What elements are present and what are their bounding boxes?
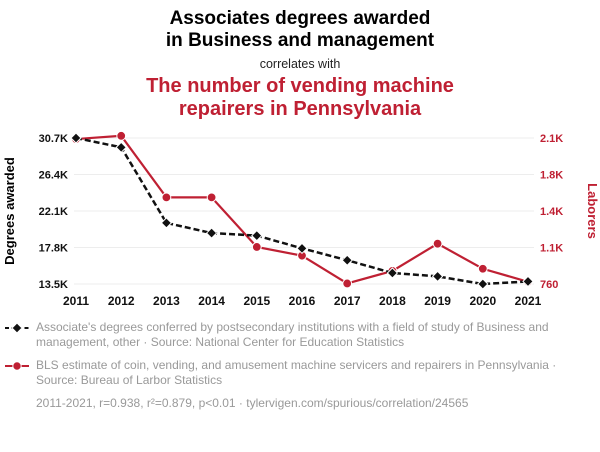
svg-text:2020: 2020 [469,294,496,308]
svg-text:2021: 2021 [515,294,542,308]
legend-item-laborers: BLS estimate of coin, vending, and amuse… [5,358,586,388]
legend-item-degrees: Associate's degrees conferred by postsec… [5,320,586,350]
svg-text:1.8K: 1.8K [540,170,563,182]
svg-text:Laborers: Laborers [585,183,600,239]
correlates-with-label: correlates with [259,56,341,71]
svg-text:2013: 2013 [153,294,180,308]
svg-text:2015: 2015 [243,294,270,308]
red-circle-line-icon [5,361,29,371]
black-diamond-dashed-line-icon [5,322,29,334]
svg-text:17.8K: 17.8K [39,243,68,255]
svg-text:760: 760 [540,279,558,291]
svg-text:30.7K: 30.7K [39,133,68,145]
svg-text:2012: 2012 [108,294,135,308]
svg-text:2019: 2019 [424,294,451,308]
chart-svg: 13.5K 760 17.8K 1.1K 22.1K 1.4K 26.4K 1.8K 30.7K… [2,130,600,308]
svg-text:2011: 2011 [63,294,89,308]
svg-text:1.4K: 1.4K [540,206,563,218]
legend: Associate's degrees conferred by postsec… [0,320,600,388]
chart-area: 13.5K 760 17.8K 1.1K 22.1K 1.4K 26.4K 1.8K 30.7K… [0,124,600,314]
svg-text:2018: 2018 [379,294,406,308]
stats-footer: 2011-2021, r=0.938, r²=0.879, p<0.01 · t… [36,396,469,410]
chart-title: Associates degrees awarded in Business a… [165,8,435,52]
svg-text:2016: 2016 [289,294,316,308]
legend-label-degrees: Associate's degrees conferred by postsec… [36,320,549,349]
svg-text:2.1K: 2.1K [540,133,563,145]
svg-text:22.1K: 22.1K [39,206,68,218]
svg-text:2014: 2014 [198,294,225,308]
svg-text:2017: 2017 [334,294,361,308]
svg-text:26.4K: 26.4K [39,170,68,182]
svg-text:Degrees awarded: Degrees awarded [2,157,17,265]
chart-subtitle: The number of vending machine repairers … [146,74,454,121]
svg-text:1.1K: 1.1K [540,243,563,255]
svg-text:13.5K: 13.5K [39,279,68,291]
legend-label-laborers: BLS estimate of coin, vending, and amuse… [36,358,557,387]
